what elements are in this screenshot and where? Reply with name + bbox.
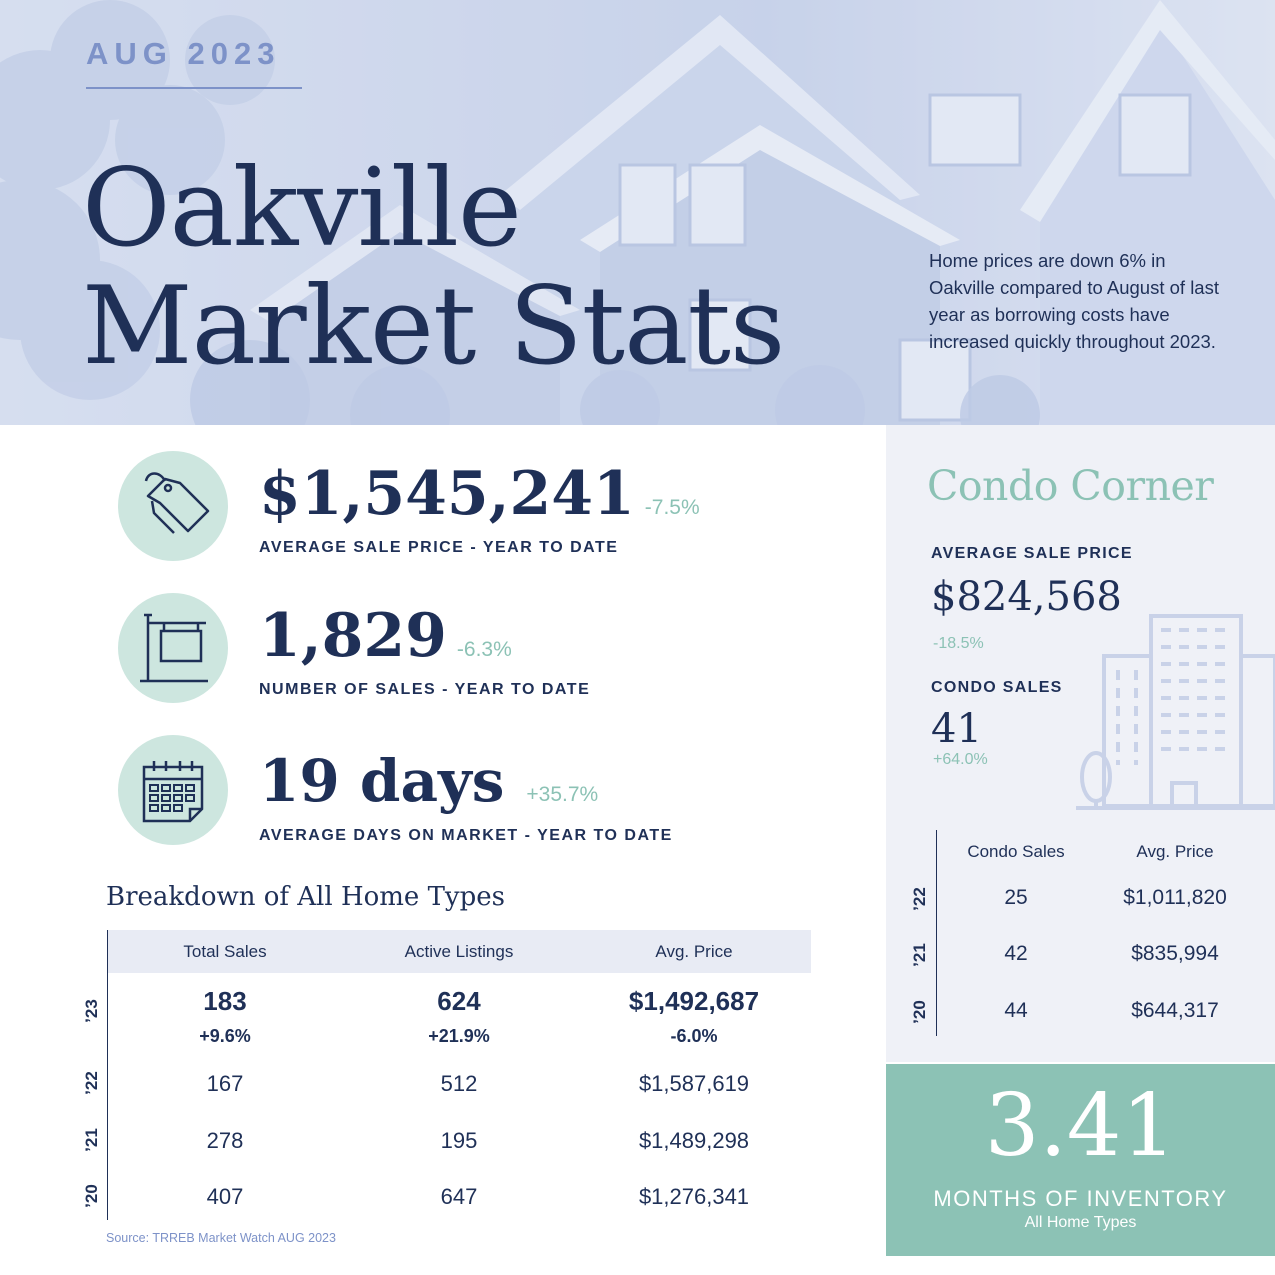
stat-value: 1,829 -6.3% (259, 601, 512, 671)
condo-row-year: ’21 (910, 943, 929, 967)
condo-sales-label: CONDO SALES (931, 679, 1063, 696)
breakdown-title: Breakdown of All Home Types (106, 882, 505, 912)
table-change: +9.6% (199, 1026, 251, 1046)
table-cell: 407 (206, 1184, 244, 1209)
stat-number: 1,829 (259, 601, 447, 671)
table-cell: 512 (440, 1071, 478, 1096)
date-underline (86, 87, 302, 89)
condo-header-sales: Condo Sales (967, 842, 1065, 861)
calendar-icon (142, 761, 204, 823)
stat-number: 19 days (259, 747, 505, 815)
table-cell: $1,489,298 (638, 1128, 750, 1153)
for-sale-sign-icon (140, 613, 208, 683)
market-summary: Home prices are down 6% in Oakville comp… (929, 250, 1219, 352)
stat-change: -7.5% (644, 496, 700, 519)
row-year-label: ’21 (82, 1128, 101, 1152)
row-year-label: ’20 (82, 1184, 101, 1208)
row-year-label: ’22 (82, 1071, 101, 1095)
header-avg-price: Avg. Price (655, 942, 733, 961)
condo-sales-change: +64.0% (933, 751, 988, 768)
source-note: Source: TRREB Market Watch AUG 2023 (106, 1231, 336, 1245)
stat-number-of-sales: 1,829 -6.3% NUMBER OF SALES - YEAR TO DAT… (118, 593, 858, 713)
condo-avg-price-label: AVERAGE SALE PRICE (931, 545, 1133, 562)
table-cell: 167 (206, 1071, 244, 1096)
condo-table-cell: $1,011,820 (1123, 886, 1227, 909)
condo-table-divider (936, 830, 937, 1036)
condo-header-avg-price: Avg. Price (1136, 842, 1214, 861)
condo-avg-price: $824,568 (931, 574, 1122, 620)
buildings-icon (1076, 614, 1275, 810)
inventory-value: 3.41 (984, 1076, 1177, 1176)
table-cell: $1,492,687 (628, 986, 760, 1016)
stat-value: 19 days +35.7% (259, 747, 598, 815)
stat-change: +35.7% (526, 783, 599, 806)
stat-days-on-market: 19 days +35.7% AVERAGE DAYS ON MARKET - Y… (118, 735, 858, 855)
stat-change: -6.3% (456, 638, 512, 661)
stat-icon-circle (118, 593, 228, 703)
table-cell: $1,276,341 (638, 1184, 750, 1209)
house-photo-background (0, 0, 1275, 425)
stat-icon-circle (118, 451, 228, 561)
title-line-1: Oakville (82, 146, 522, 271)
condo-corner-title: Condo Corner (927, 462, 1214, 510)
table-cell: 624 (437, 986, 481, 1016)
stat-label: NUMBER OF SALES - YEAR TO DATE (259, 681, 591, 698)
table-cell: 183 (203, 986, 247, 1016)
condo-table-cell: 42 (1004, 942, 1028, 965)
stat-number: $1,545,241 (259, 459, 635, 529)
inventory-label: MONTHS OF INVENTORY (933, 1186, 1228, 1211)
table-cell: 195 (440, 1128, 478, 1153)
condo-sales: 41 (931, 706, 982, 752)
stat-label: AVERAGE DAYS ON MARKET - YEAR TO DATE (259, 827, 673, 844)
header-total-sales: Total Sales (183, 942, 267, 961)
condo-row-year: ’22 (910, 887, 929, 911)
condo-table-cell: 44 (1004, 999, 1028, 1022)
page-title: Oakville Market Stats (82, 146, 785, 389)
table-cell: 647 (440, 1184, 478, 1209)
breakdown-header-row (108, 930, 811, 973)
condo-table-cell: $835,994 (1131, 942, 1219, 965)
months-of-inventory-panel: 3.41 MONTHS OF INVENTORY All Home Types (886, 1064, 1275, 1256)
stat-icon-circle (118, 735, 228, 845)
hero-banner: AUG 2023 Oakville Market Stats Home pric… (0, 0, 1275, 425)
header-active-listings: Active Listings (404, 942, 514, 961)
stat-label: AVERAGE SALE PRICE - YEAR TO DATE (259, 539, 619, 556)
condo-avg-price-change: -18.5% (933, 635, 984, 652)
price-tag-icon (144, 472, 210, 534)
table-cell: $1,587,619 (638, 1071, 750, 1096)
inventory-subtitle: All Home Types (1024, 1214, 1137, 1231)
condo-table-cell: $644,317 (1131, 999, 1219, 1022)
condo-table-cell: 25 (1004, 886, 1028, 909)
title-line-2: Market Stats (82, 264, 785, 389)
table-change: -6.0% (670, 1026, 718, 1046)
condo-row-year: ’20 (910, 1000, 929, 1024)
table-cell: 278 (206, 1128, 244, 1153)
condo-corner-panel (886, 425, 1275, 1062)
stat-average-sale-price: $1,545,241 -7.5% AVERAGE SALE PRICE - YEA… (118, 451, 858, 571)
row-year-label: ’23 (82, 999, 101, 1023)
table-change: +21.9% (428, 1026, 490, 1046)
report-date: AUG 2023 (86, 36, 281, 71)
table-divider (107, 930, 108, 1220)
stat-value: $1,545,241 -7.5% (259, 459, 700, 529)
